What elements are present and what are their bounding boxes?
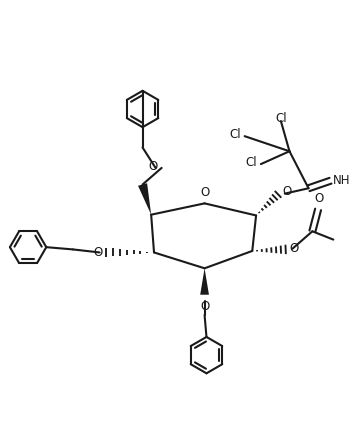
Text: O: O: [201, 300, 210, 313]
Text: Cl: Cl: [275, 112, 287, 125]
Text: O: O: [149, 160, 158, 173]
Text: O: O: [282, 185, 291, 198]
Text: O: O: [290, 242, 299, 255]
Text: O: O: [200, 186, 209, 199]
Text: O: O: [93, 246, 102, 259]
Text: Cl: Cl: [246, 156, 257, 169]
Polygon shape: [200, 268, 209, 295]
Text: NH: NH: [333, 174, 351, 187]
Text: Cl: Cl: [229, 128, 241, 141]
Text: O: O: [315, 192, 324, 205]
Polygon shape: [138, 183, 151, 215]
